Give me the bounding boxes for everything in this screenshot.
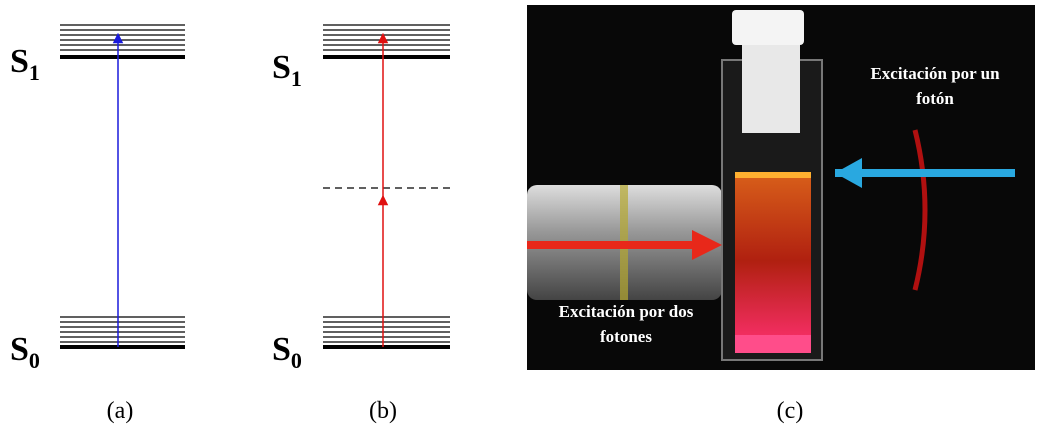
state-label: S1 xyxy=(10,43,40,85)
caption: (a) xyxy=(107,398,134,424)
annotation: fotón xyxy=(916,89,954,108)
caption: (b) xyxy=(369,398,397,424)
annotation: fotones xyxy=(600,327,652,346)
annotation: Excitación por dos xyxy=(559,302,694,321)
panel-a xyxy=(60,25,185,347)
figure: S1 S0 (a) S1 S0 (b) Excitación por un fo… xyxy=(0,0,1049,427)
state-label: S0 xyxy=(272,331,302,373)
state-label: S0 xyxy=(10,331,40,373)
state-label: S1 xyxy=(272,49,302,91)
caption: (c) xyxy=(777,398,804,424)
annotation: Excitación por un xyxy=(870,64,1000,83)
photo: Excitación por un fotón Excitación por d… xyxy=(527,5,1035,370)
panel-b xyxy=(323,25,450,347)
